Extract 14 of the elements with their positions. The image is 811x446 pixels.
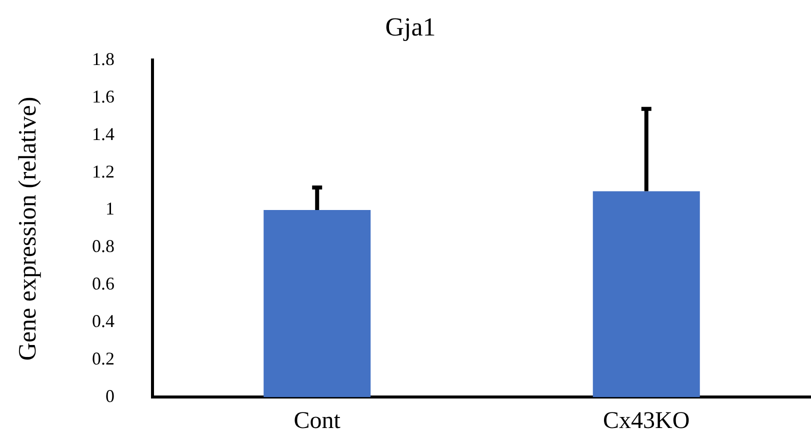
y-tick-label: 0.6 <box>92 274 114 294</box>
y-tick-label: 1 <box>106 198 114 219</box>
chart-title: Gja1 <box>385 12 436 42</box>
y-tick-label: 0.2 <box>92 348 114 368</box>
y-axis-title: Gene expression (relative) <box>14 96 42 361</box>
x-tick-label: Cx43KO <box>603 408 690 434</box>
y-tick-label: 0.8 <box>92 236 114 256</box>
y-tick-label: 1.2 <box>92 161 114 182</box>
y-tick-label: 1.6 <box>92 86 114 106</box>
x-tick-label: Cont <box>294 408 341 434</box>
y-tick-label: 0 <box>106 386 114 406</box>
y-tick-label: 1.8 <box>92 48 114 69</box>
y-tick-label: 1.4 <box>92 124 114 144</box>
y-tick-label: 0.4 <box>92 311 114 332</box>
